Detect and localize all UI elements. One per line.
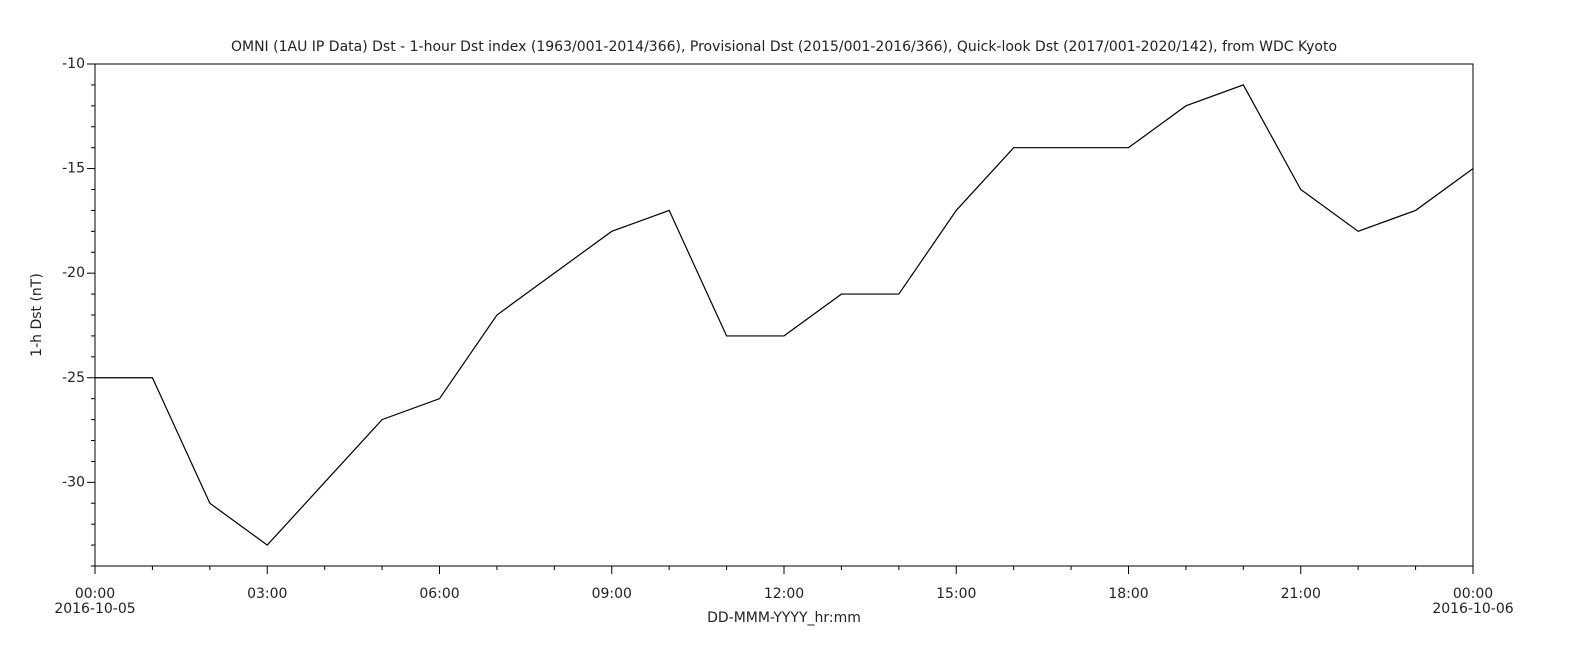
y-tick-label: -15 xyxy=(62,161,85,177)
plot-frame xyxy=(94,63,1474,567)
y-tick-label: -25 xyxy=(62,370,85,386)
x-date-label: 2016-10-05 xyxy=(54,601,135,617)
x-tick-label: 06:00 xyxy=(419,586,459,602)
y-tick-label: -30 xyxy=(62,474,85,490)
chart-title: OMNI (1AU IP Data) Dst - 1-hour Dst inde… xyxy=(231,39,1337,55)
x-tick-label: 03:00 xyxy=(247,586,287,602)
x-tick-label: 21:00 xyxy=(1281,586,1321,602)
data-line xyxy=(95,84,1474,546)
x-tick-label: 00:00 xyxy=(1453,586,1493,602)
x-tick-label: 18:00 xyxy=(1108,586,1148,602)
x-date-label: 2016-10-06 xyxy=(1432,601,1513,617)
y-tick-label: -10 xyxy=(62,56,85,72)
x-axis-label: DD-MMM-YYYY_hr:mm xyxy=(707,610,861,626)
x-tick-label: 12:00 xyxy=(764,586,804,602)
x-tick-label: 00:00 xyxy=(75,586,115,602)
y-tick-label: -20 xyxy=(62,265,85,281)
x-tick-label: 15:00 xyxy=(936,586,976,602)
x-tick-label: 09:00 xyxy=(592,586,632,602)
y-axis-label: 1-h Dst (nT) xyxy=(29,273,45,357)
